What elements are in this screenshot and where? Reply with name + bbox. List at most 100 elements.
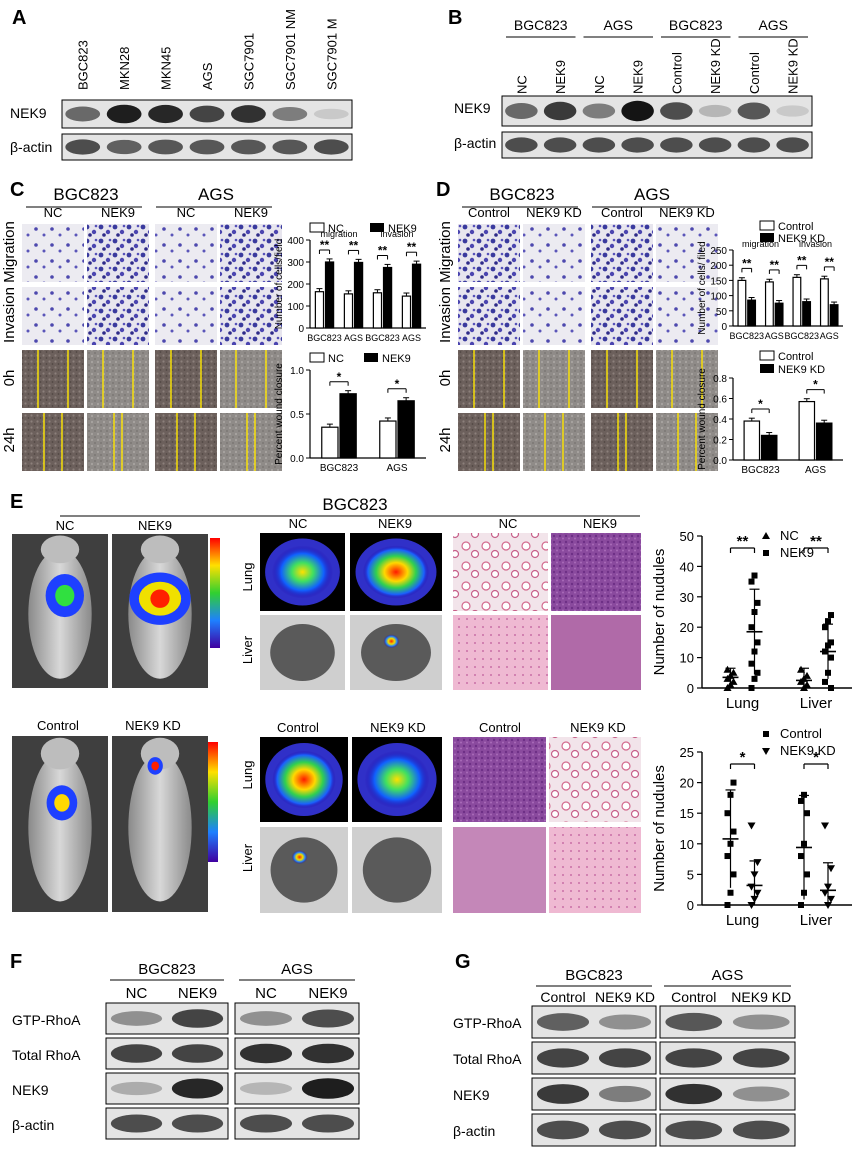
- lane-label-g: Control: [671, 989, 716, 1005]
- micrograph-tile: [523, 287, 585, 345]
- data-point-nek9: [754, 599, 761, 606]
- y-tick-label: 300: [287, 258, 304, 269]
- micrograph-tile: [656, 224, 718, 282]
- bar-nek9-kd: [760, 434, 778, 461]
- bioluminescence-signal: [54, 794, 70, 812]
- column-label: NEK9 KD: [659, 205, 715, 220]
- data-point-nek9: [748, 685, 755, 691]
- blot-f-band: [110, 1114, 163, 1133]
- data-point-nek9: [828, 654, 834, 661]
- blot-a-actin-band: [272, 139, 308, 155]
- panel-letter-e: E: [10, 491, 23, 513]
- row-label: Invasion: [1, 287, 18, 343]
- lane-label-f: NEK9: [178, 985, 217, 1002]
- blot-g-band: [598, 1014, 652, 1030]
- blot-b-nek9-band: [621, 100, 654, 122]
- data-point-nek9: [754, 639, 761, 646]
- y-tick-label: 0.8: [713, 374, 727, 385]
- bar-control: [737, 279, 747, 327]
- blot-g-band: [732, 1086, 790, 1102]
- y-tick-label: 40: [680, 559, 694, 574]
- micrograph-tile: [458, 413, 520, 471]
- legend-swatch-open: [759, 220, 775, 231]
- legend-swatch-filled: [370, 223, 384, 232]
- lung-signal-core: [271, 545, 334, 599]
- blot-g-band: [665, 1120, 723, 1140]
- y-tick-label: 400: [287, 236, 304, 247]
- row-label-g: GTP-RhoA: [453, 1015, 522, 1031]
- group-label-g: BGC823: [565, 967, 623, 984]
- y-tick-label: 30: [680, 590, 694, 605]
- liver-signal: [291, 850, 308, 865]
- blot-a-actin-band: [148, 139, 183, 155]
- y-tick-label: 0: [687, 681, 694, 696]
- row-label-f: NEK9: [12, 1082, 49, 1098]
- significance-mark: *: [813, 378, 818, 392]
- organ-row-label: Lung: [240, 761, 255, 790]
- significance-mark: *: [337, 370, 342, 384]
- data-point-control: [724, 902, 731, 908]
- data-point-nc: [729, 668, 738, 676]
- micrograph-tile: [656, 350, 718, 408]
- blot-a-nek9-band: [231, 105, 266, 123]
- mouse-label: NEK9 KD: [125, 718, 181, 733]
- legend-label: NC: [328, 223, 344, 235]
- data-point-nek9: [754, 669, 761, 676]
- row-label-f: β-actin: [12, 1117, 54, 1133]
- blot-g-band: [536, 1048, 590, 1068]
- blot-f-band: [171, 1114, 224, 1133]
- legend-label: NC: [780, 528, 799, 543]
- y-tick-label: 0.2: [713, 436, 727, 447]
- row-label-g: Total RhoA: [453, 1051, 522, 1067]
- micrograph-tile: [220, 413, 282, 471]
- micrograph-tile: [458, 350, 520, 408]
- x-tick-label: BGC823: [320, 463, 359, 474]
- lane-label-a: MKN45: [159, 47, 174, 90]
- row-label: Invasion: [437, 287, 454, 343]
- he-lung-nek9-kd: [549, 737, 641, 822]
- lane-label-b: NEK9 KD: [708, 38, 723, 94]
- blot-g-band: [598, 1048, 652, 1068]
- blot-b-actin-band: [698, 137, 732, 153]
- y-tick-label: 0: [298, 324, 304, 335]
- legend-marker: [763, 731, 769, 737]
- blot-g-band: [598, 1085, 652, 1103]
- blot-f-band: [301, 1078, 355, 1099]
- data-point-control: [724, 810, 731, 817]
- mouse-control-body: [28, 753, 92, 902]
- blot-b-nek9-band: [582, 103, 616, 119]
- data-point-control: [798, 797, 804, 804]
- micrograph-tile: [523, 413, 585, 471]
- data-point-control: [727, 889, 734, 896]
- data-point-nek9: [751, 572, 758, 579]
- organ-label: NEK9 KD: [370, 720, 426, 735]
- row-label-b: β-actin: [454, 135, 496, 151]
- group-label-b: AGS: [603, 17, 633, 33]
- lane-label-b: NEK9: [631, 60, 646, 94]
- bar-nek9: [382, 266, 393, 329]
- micrograph-tile: [591, 224, 653, 282]
- organ-label: NEK9: [583, 516, 617, 531]
- blot-a-nek9-band: [148, 104, 183, 124]
- data-point-control: [724, 853, 731, 860]
- micrograph-tile: [656, 287, 718, 345]
- y-tick-label: 10: [680, 651, 694, 666]
- group-label: BGC823: [489, 185, 554, 204]
- blot-f-band: [171, 1009, 224, 1028]
- micrograph-tile: [220, 350, 282, 408]
- micrograph-tile: [22, 224, 84, 282]
- blot-g-band: [536, 1084, 590, 1104]
- bar-nek9: [397, 400, 415, 459]
- y-tick-label: 50: [680, 529, 694, 544]
- blot-b-nek9-band: [543, 101, 577, 121]
- micrograph-tile: [22, 287, 84, 345]
- y-tick-label: 0.4: [713, 415, 727, 426]
- data-point-control: [730, 828, 737, 835]
- group-label-b: BGC823: [669, 17, 723, 33]
- bar-nc: [321, 426, 339, 459]
- he-liver-control: [453, 827, 546, 913]
- blot-g-band: [536, 1013, 590, 1031]
- data-point-nek9: [828, 685, 834, 691]
- micrograph-tile: [591, 287, 653, 345]
